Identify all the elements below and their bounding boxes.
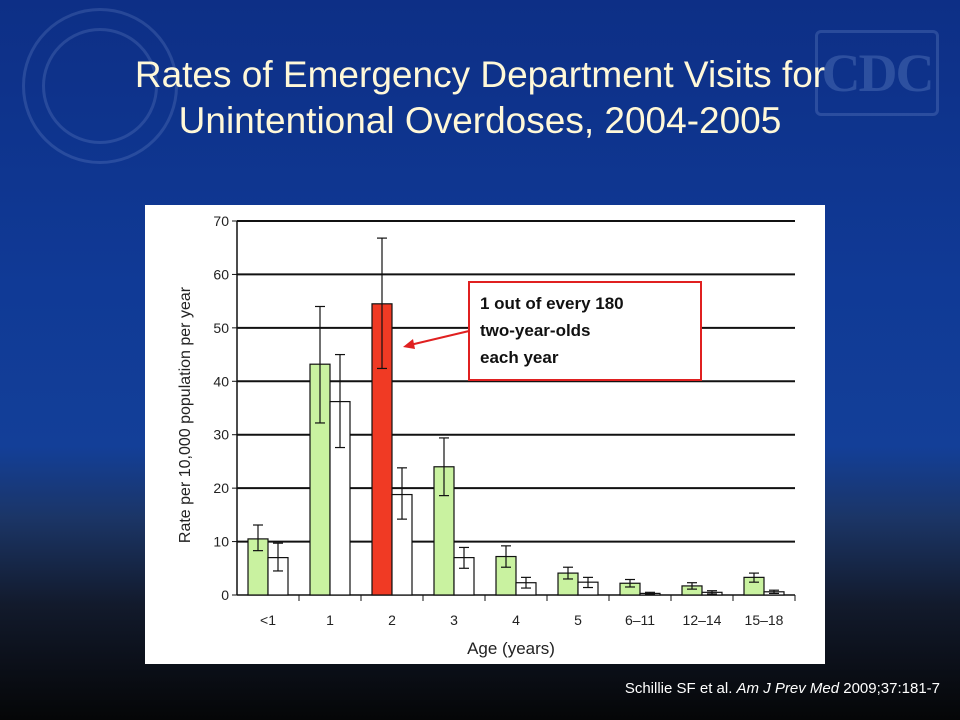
y-tick-label: 60	[213, 266, 229, 282]
y-tick-label: 50	[213, 320, 229, 336]
x-tick-label: <1	[260, 612, 276, 628]
y-tick-label: 0	[221, 587, 229, 603]
x-tick-label: 1	[326, 612, 334, 628]
x-axis-label: Age (years)	[467, 639, 555, 658]
x-tick-label: 5	[574, 612, 582, 628]
y-tick-label: 40	[213, 373, 229, 389]
annotation-box	[468, 281, 702, 381]
y-tick-label: 20	[213, 480, 229, 496]
y-tick-label: 70	[213, 213, 229, 229]
cdc-logo-watermark: CDC	[815, 30, 939, 116]
slide-title: Rates of Emergency Department Visits for…	[134, 54, 826, 141]
y-tick-label: 30	[213, 427, 229, 443]
x-tick-label: 6–11	[625, 612, 655, 628]
x-tick-label: 4	[512, 612, 520, 628]
hhs-seal-inner-ring	[42, 28, 158, 144]
x-tick-label: 3	[450, 612, 458, 628]
annotation-arrowhead	[403, 339, 415, 349]
x-tick-label: 15–18	[745, 612, 784, 628]
annotation-line-1: 1 out of every 180	[480, 294, 624, 313]
bar-chart: 0 10 20 30 40 50 60 70 <1 1 2 3 4 5 6–11 12–14 15–18 1 o…	[177, 213, 796, 658]
citation-journal: Am J Prev Med	[736, 680, 840, 697]
citation-details: 2009;37:181-7	[839, 680, 940, 697]
chart-panel: 0 10 20 30 40 50 60 70 <1 1 2 3 4 5 6–11 12–14 15–18 1 o…	[145, 205, 825, 664]
x-tick-label: 12–14	[683, 612, 722, 628]
y-tick-label: 10	[213, 534, 229, 550]
citation: Schillie SF et al. Am J Prev Med 2009;37…	[520, 680, 940, 697]
hhs-seal-watermark	[22, 8, 178, 164]
annotation-arrow-line	[409, 330, 470, 346]
annotation-line-2: two-year-olds	[480, 321, 591, 340]
x-tick-label: 2	[388, 612, 396, 628]
y-axis-label: Rate per 10,000 population per year	[177, 286, 194, 543]
citation-authors: Schillie SF et al.	[624, 680, 737, 697]
annotation-line-3: each year	[480, 348, 559, 367]
